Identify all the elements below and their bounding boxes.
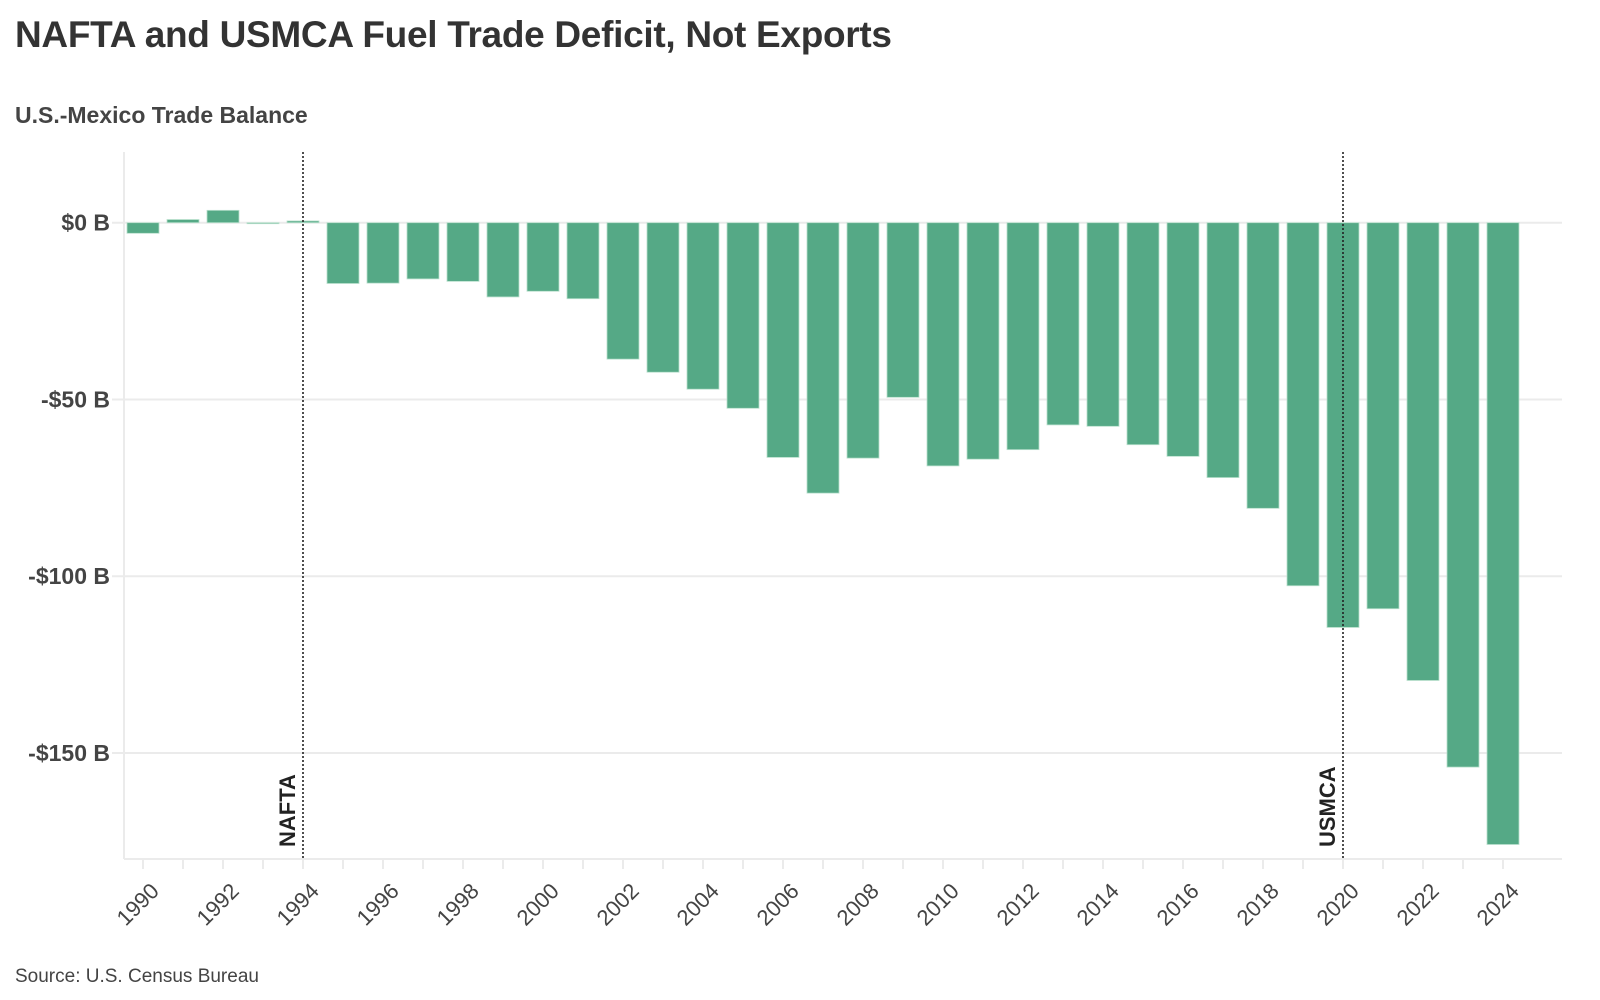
chart-title: NAFTA and USMCA Fuel Trade Deficit, Not …: [15, 14, 892, 55]
x-tick-label: 1990: [112, 878, 164, 930]
bar-2005: [726, 222, 760, 409]
x-tick-label: 2004: [672, 878, 724, 930]
bar-1997: [406, 222, 440, 280]
y-axis-ticks: $0 B -$50 B -$100 B -$150 B: [28, 210, 110, 766]
bar-2022: [1406, 222, 1440, 681]
bar-2002: [606, 222, 640, 360]
x-tick-label: 2002: [592, 878, 644, 930]
bar-2009: [886, 222, 920, 398]
bar-1992: [206, 209, 240, 224]
bar-2023: [1446, 222, 1480, 768]
bar-2011: [966, 222, 1000, 460]
bar-2016: [1166, 222, 1200, 457]
x-tick-label: 2022: [1392, 878, 1444, 930]
source-note: Source: U.S. Census Bureau: [15, 966, 259, 987]
x-tick-label: 1992: [192, 878, 244, 930]
bar-1998: [446, 222, 480, 282]
x-tick-label: 2014: [1072, 878, 1124, 930]
bar-1990: [126, 222, 160, 234]
bar-1996: [366, 222, 400, 284]
bar-2024: [1486, 222, 1520, 845]
x-tick-label: 2016: [1152, 878, 1204, 930]
bar-2001: [566, 222, 600, 300]
x-tick-label: 2006: [752, 878, 804, 930]
x-tick-label: 2024: [1472, 878, 1524, 930]
y-tick-label: $0 B: [61, 210, 110, 236]
x-tick-label: 2008: [832, 878, 884, 930]
y-tick-label: -$150 B: [28, 740, 110, 766]
bar-2010: [926, 222, 960, 467]
x-tick-label: 1998: [432, 878, 484, 930]
annotations: NAFTA USMCA: [275, 152, 1344, 859]
x-tick-label: 2018: [1232, 878, 1284, 930]
bar-1991: [166, 219, 200, 224]
x-tick-label: 2000: [512, 878, 564, 930]
x-tick-label: 1996: [352, 878, 404, 930]
bar-1993: [246, 222, 280, 225]
bar-2019: [1286, 222, 1320, 587]
annotation-label-usmca: USMCA: [1315, 766, 1340, 847]
bars: [126, 209, 1520, 845]
x-tick-label: 2010: [912, 878, 964, 930]
bar-1999: [486, 222, 520, 298]
annotation-label-nafta: NAFTA: [275, 774, 300, 847]
x-tick-label: 2012: [992, 878, 1044, 930]
bar-2013: [1046, 222, 1080, 426]
chart-subtitle: U.S.-Mexico Trade Balance: [15, 102, 308, 128]
bar-1995: [326, 222, 360, 284]
bar-2003: [646, 222, 680, 373]
bar-2015: [1126, 222, 1160, 446]
bar-2008: [846, 222, 880, 459]
y-tick-label: -$50 B: [41, 386, 110, 412]
x-tick-label: 2020: [1312, 878, 1364, 930]
bar-2018: [1246, 222, 1280, 509]
bar-2006: [766, 222, 800, 458]
bar-2012: [1006, 222, 1040, 451]
bar-2004: [686, 222, 720, 390]
y-tick-label: -$100 B: [28, 563, 110, 589]
axes: [123, 152, 1562, 869]
bar-2000: [526, 222, 560, 292]
bar-2017: [1206, 222, 1240, 478]
x-axis-ticks: 1990 1992 1994 1996 1998 2000 2002 2004 2006 2008…: [112, 878, 1524, 930]
bar-2021: [1366, 222, 1400, 610]
x-tick-label: 1994: [272, 878, 324, 930]
bar-2014: [1086, 222, 1120, 427]
bar-2007: [806, 222, 840, 494]
